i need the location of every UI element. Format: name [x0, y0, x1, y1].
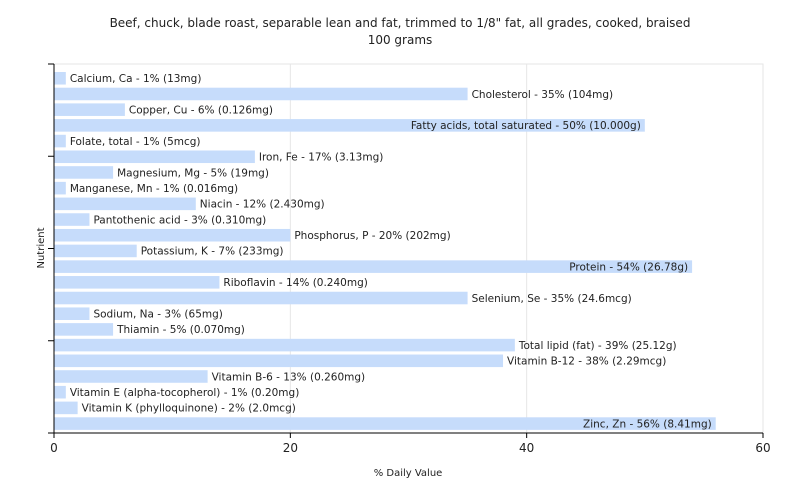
bar-label: Iron, Fe - 17% (3.13mg) — [259, 152, 383, 164]
bar-label: Fatty acids, total saturated - 50% (10.0… — [411, 120, 641, 132]
bar — [54, 276, 220, 289]
bar — [54, 323, 114, 336]
bar-label: Total lipid (fat) - 39% (25.12g) — [518, 340, 677, 352]
bar-label: Riboflavin - 14% (0.240mg) — [223, 277, 367, 289]
bar — [54, 401, 78, 415]
chart-subtitle: 100 grams — [368, 33, 433, 47]
bar — [54, 338, 515, 352]
bar — [54, 228, 291, 242]
x-tick-label: 0 — [50, 441, 58, 455]
bars — [54, 72, 716, 430]
bar — [54, 260, 693, 273]
bar-label: Niacin - 12% (2.430mg) — [200, 199, 325, 211]
bar — [54, 72, 66, 85]
x-axis-ticks: 0 20 40 60 — [50, 433, 771, 455]
chart-title: Beef, chuck, blade roast, separable lean… — [110, 16, 691, 30]
bar-label: Protein - 54% (26.78g) — [569, 261, 688, 273]
x-tick-label: 20 — [283, 441, 298, 455]
bar-label: Phosphorus, P - 20% (202mg) — [294, 230, 450, 242]
bar — [54, 197, 196, 211]
bar — [54, 150, 255, 164]
bar — [54, 354, 504, 368]
bar-label: Manganese, Mn - 1% (0.016mg) — [70, 183, 238, 195]
bar-label: Vitamin B-12 - 38% (2.29mcg) — [507, 356, 666, 368]
bar-label: Pantothenic acid - 3% (0.310mg) — [93, 214, 266, 226]
bar-label: Cholesterol - 35% (104mg) — [472, 89, 614, 101]
bar — [54, 103, 125, 116]
bar-label: Thiamin - 5% (0.070mg) — [116, 324, 245, 336]
bar-labels: Calcium, Ca - 1% (13mg) Cholesterol - 35%… — [70, 73, 712, 430]
x-tick-label: 40 — [519, 441, 534, 455]
bar — [54, 370, 208, 383]
y-axis-label: Nutrient — [36, 227, 47, 268]
bar — [54, 134, 66, 148]
x-tick-label: 60 — [755, 441, 770, 455]
bar-label: Potassium, K - 7% (233mg) — [141, 246, 284, 258]
bar-label: Folate, total - 1% (5mcg) — [70, 136, 201, 148]
bar-label: Zinc, Zn - 56% (8.41mg) — [583, 418, 712, 430]
bar — [54, 213, 90, 226]
x-axis-label: % Daily Value — [374, 468, 443, 479]
bar — [54, 244, 137, 258]
bar — [54, 417, 716, 430]
y-axis-ticks — [48, 63, 54, 434]
bar — [54, 87, 468, 101]
bar-label: Vitamin E (alpha-tocopherol) - 1% (0.20m… — [70, 387, 299, 399]
bar — [54, 166, 114, 179]
bar-label: Selenium, Se - 35% (24.6mcg) — [472, 293, 632, 305]
bar-label: Copper, Cu - 6% (0.126mg) — [129, 104, 273, 116]
bar-label: Calcium, Ca - 1% (13mg) — [70, 73, 202, 85]
bar — [54, 119, 645, 132]
bar-label: Magnesium, Mg - 5% (19mg) — [117, 167, 269, 179]
bar-label: Vitamin K (phylloquinone) - 2% (2.0mcg) — [82, 403, 296, 415]
bar — [54, 385, 66, 399]
bar-label: Vitamin B-6 - 13% (0.260mg) — [212, 371, 366, 383]
bar — [54, 181, 66, 195]
bar-label: Sodium, Na - 3% (65mg) — [93, 309, 222, 321]
bar — [54, 291, 468, 305]
bar — [54, 307, 90, 320]
